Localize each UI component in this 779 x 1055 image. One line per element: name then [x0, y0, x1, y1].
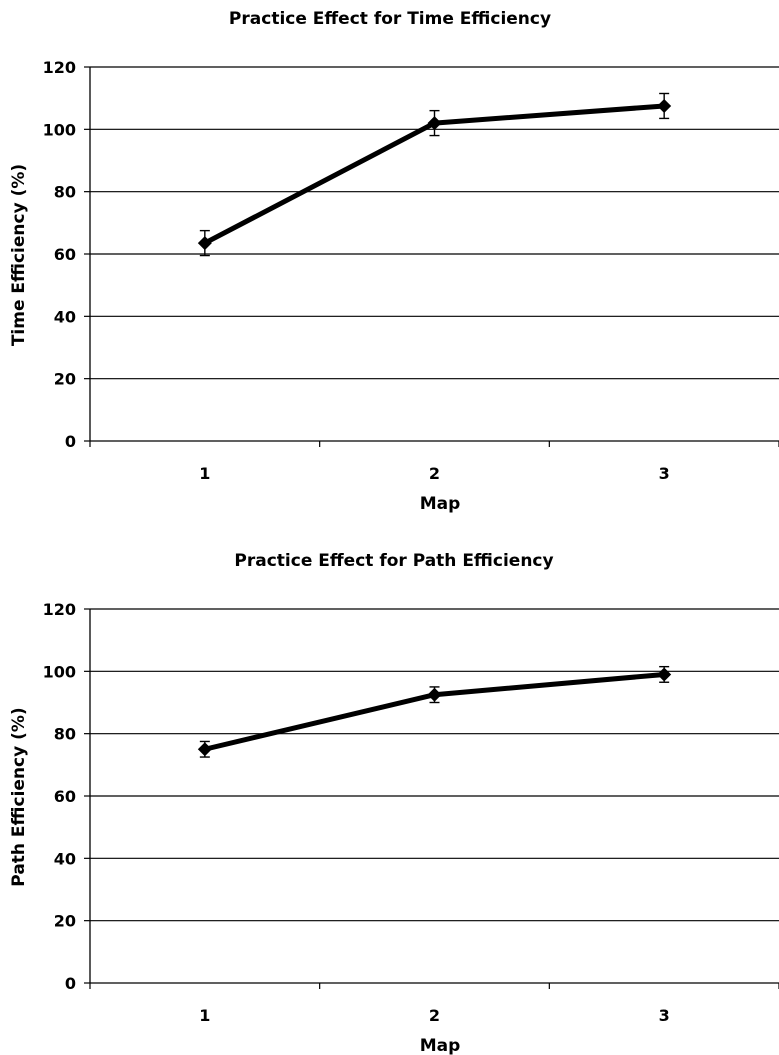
y-tick-label: 100	[43, 662, 76, 681]
y-tick-label: 80	[54, 725, 76, 744]
y-tick-label: 120	[43, 58, 76, 77]
path-efficiency-chart: Practice Effect for Path Efficiency Map …	[9, 551, 779, 1055]
y-tick-label: 40	[54, 307, 76, 326]
series-line	[202, 671, 667, 752]
x-axis-title: Map	[420, 1036, 461, 1055]
y-axis-title: Path Efficiency (%)	[9, 707, 29, 886]
data-point-marker	[657, 667, 672, 682]
y-tick-label: 0	[65, 974, 76, 993]
x-tick-label: 2	[429, 464, 440, 483]
time-efficiency-chart: Practice Effect for Time Efficiency Map …	[9, 9, 779, 514]
y-tick-label: 0	[65, 432, 76, 451]
y-tick-label: 60	[54, 787, 76, 806]
x-tick-label: 3	[659, 1006, 670, 1025]
y-tick-label: 20	[54, 912, 76, 931]
x-axis-title: Map	[420, 494, 461, 514]
chart-title: Practice Effect for Time Efficiency	[229, 9, 551, 29]
y-axis-title: Time Efficiency (%)	[9, 164, 29, 346]
y-tick-label: 120	[43, 600, 76, 619]
x-tick-label: 1	[199, 464, 210, 483]
x-tick-label: 3	[659, 464, 670, 483]
x-tick-label: 1	[199, 1006, 210, 1025]
data-point-marker	[197, 236, 212, 251]
data-point-marker	[197, 742, 212, 757]
y-tick-label: 100	[43, 120, 76, 139]
y-tick-label: 40	[54, 849, 76, 868]
data-point-marker	[427, 687, 442, 702]
data-point-marker	[657, 98, 672, 113]
x-tick-label: 2	[429, 1006, 440, 1025]
data-point-marker	[427, 116, 442, 131]
y-tick-label: 20	[54, 370, 76, 389]
y-tick-label: 80	[54, 183, 76, 202]
chart-title: Practice Effect for Path Efficiency	[234, 551, 553, 571]
y-tick-label: 60	[54, 245, 76, 264]
